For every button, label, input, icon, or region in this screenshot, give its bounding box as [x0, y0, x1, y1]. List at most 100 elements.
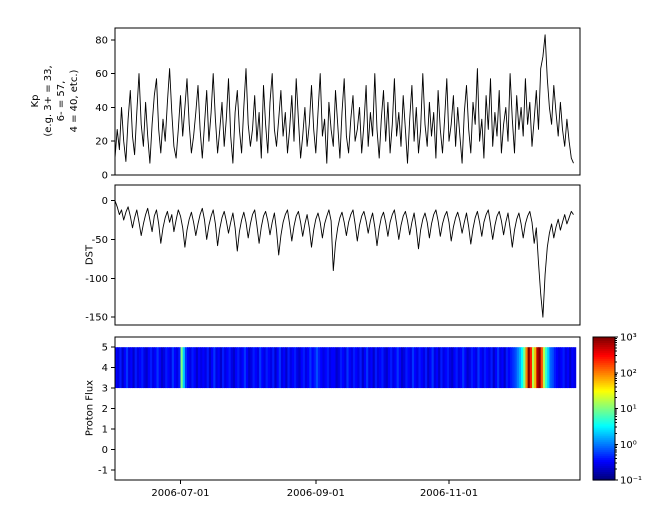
spectrogram-column — [433, 347, 437, 389]
colorbar-gradient — [593, 402, 615, 406]
spectrogram-column — [562, 347, 566, 389]
spectrogram-column — [481, 347, 485, 389]
colorbar-gradient — [593, 422, 615, 425]
spectrogram-column — [457, 347, 461, 389]
spectrogram-column — [342, 347, 345, 389]
spectrogram-column — [167, 347, 171, 389]
colorbar-gradient — [593, 414, 615, 418]
proton-panel-ytick-label: 5 — [102, 343, 108, 354]
colorbar-gradient — [593, 344, 615, 348]
spectrogram-column — [259, 347, 262, 389]
colorbar-gradient — [593, 412, 615, 416]
colorbar-gradient — [593, 434, 615, 437]
spectrogram-column — [385, 347, 389, 389]
dst-panel-ytick-label: -100 — [85, 274, 108, 285]
colorbar-gradient — [593, 390, 615, 394]
x-tick-label-jul: 2006-07-01 — [151, 488, 210, 499]
spectrogram-column — [477, 347, 481, 389]
spectrogram-column — [545, 347, 548, 389]
spectrogram-column — [287, 347, 291, 389]
spectrogram-column — [145, 347, 149, 389]
spectrogram-column — [403, 347, 406, 389]
spectrogram-column — [248, 347, 251, 389]
spectrogram-column — [468, 347, 472, 389]
colorbar-gradient — [593, 342, 615, 346]
colorbar-gradient — [593, 348, 615, 352]
spectrogram-column — [569, 347, 572, 389]
colorbar-tick-label: 10² — [620, 368, 637, 379]
colorbar-gradient — [593, 396, 615, 400]
spectrogram-column — [123, 347, 127, 389]
kp-panel-ytick-label: 40 — [95, 103, 108, 114]
dst-panel-ytick-label: -150 — [85, 313, 108, 324]
spectrogram-column — [566, 347, 570, 389]
spectrogram-column — [302, 347, 306, 389]
spectrogram-column — [344, 347, 348, 389]
colorbar-gradient — [593, 400, 615, 404]
spectrogram-column — [169, 347, 173, 389]
spectrogram-column — [328, 347, 332, 389]
colorbar-gradient — [593, 464, 615, 467]
proton-panel-ytick-label: 2 — [102, 404, 108, 415]
spectrogram-column — [350, 347, 354, 389]
spectrogram-column — [265, 347, 269, 389]
spectrogram-column — [455, 347, 459, 389]
spectrogram-column — [425, 347, 428, 389]
spectrogram-column — [505, 347, 509, 389]
colorbar-gradient — [593, 398, 615, 402]
colorbar-gradient — [593, 448, 615, 451]
spectrogram-column — [276, 347, 280, 389]
colorbar-gradient — [593, 370, 615, 374]
colorbar-gradient — [593, 372, 615, 376]
spectrogram-column — [195, 347, 199, 389]
spectrogram-column — [267, 347, 271, 389]
dst-panel-ytick-label: 0 — [102, 196, 108, 207]
spectrogram-column — [366, 347, 369, 389]
spectrogram-column — [416, 347, 420, 389]
spectrogram-column — [226, 347, 230, 389]
spectrogram-column — [115, 347, 118, 389]
spectrogram-column — [224, 347, 227, 389]
spectrogram-column — [280, 347, 284, 389]
spectrogram-column — [529, 347, 533, 389]
spectrogram-column — [261, 347, 265, 389]
spectrogram-column — [270, 347, 273, 389]
colorbar-gradient — [593, 418, 615, 422]
spectrogram-column — [429, 347, 433, 389]
spectrogram-column — [339, 347, 343, 389]
colorbar-gradient — [593, 444, 615, 447]
spectrogram-column — [359, 347, 363, 389]
spectrogram-column — [158, 347, 162, 389]
spectrogram-column — [542, 347, 546, 389]
colorbar-gradient — [593, 450, 615, 453]
spectrogram-column — [239, 347, 243, 389]
spectrogram-column — [363, 347, 367, 389]
spectrogram-column — [300, 347, 304, 389]
spectrogram-column — [473, 347, 476, 389]
x-tick-label-nov: 2006-11-01 — [419, 488, 479, 499]
spectrogram-column — [176, 347, 179, 389]
spectrogram-column — [348, 347, 352, 389]
spectrogram-column — [376, 347, 380, 389]
spectrogram-column — [383, 347, 387, 389]
spectrogram-column — [381, 347, 385, 389]
spectrogram-column — [191, 347, 195, 389]
spectrogram-column — [462, 347, 465, 389]
spectrogram-column — [139, 347, 142, 389]
spectrogram-column — [119, 347, 123, 389]
spectrogram-column — [187, 347, 190, 389]
spectrogram-column — [440, 347, 444, 389]
colorbar-gradient — [593, 337, 615, 340]
colorbar-gradient — [593, 436, 615, 439]
colorbar-gradient — [593, 424, 615, 427]
colorbar-gradient — [593, 378, 615, 382]
spectrogram-column — [154, 347, 158, 389]
spectrogram-column — [141, 347, 144, 389]
colorbar-gradient — [593, 356, 615, 360]
spectrogram-column — [451, 347, 454, 389]
spectrogram-column — [318, 347, 321, 389]
spectrogram-column — [442, 347, 446, 389]
spectrogram-column — [497, 347, 500, 389]
